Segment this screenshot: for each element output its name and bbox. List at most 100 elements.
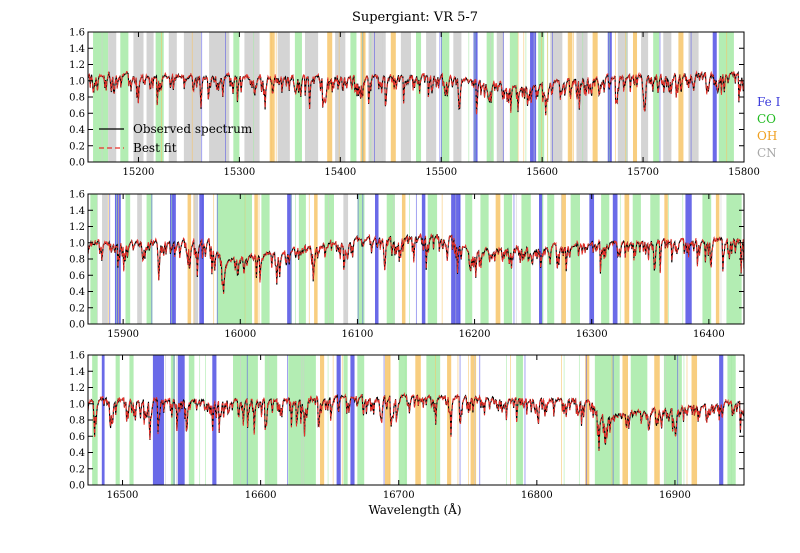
line-marker	[225, 32, 226, 162]
line-band-cn	[617, 32, 628, 162]
y-tick-label: 0.8	[69, 255, 85, 266]
line-band-oh	[470, 355, 477, 485]
y-tick-label: 1.4	[69, 367, 85, 378]
y-tick-label: 0.8	[69, 93, 85, 104]
line-marker	[551, 32, 553, 162]
best-fit-line	[88, 233, 744, 294]
line-band-cn	[304, 32, 319, 162]
line-marker	[202, 194, 203, 324]
line-marker	[678, 355, 679, 485]
line-band-co	[653, 32, 660, 162]
line-band-oh	[314, 194, 318, 324]
line-band-co	[357, 355, 365, 485]
line-band-oh	[715, 194, 720, 324]
line-band-co	[146, 194, 153, 324]
line-band-cn	[663, 32, 672, 162]
line-marker	[731, 355, 732, 485]
line-marker	[664, 355, 666, 485]
line-marker	[457, 355, 459, 485]
line-band-fei	[589, 194, 595, 324]
y-tick-label: 0.2	[69, 303, 85, 314]
line-marker	[474, 32, 476, 162]
line-marker	[441, 194, 443, 324]
species-label: CO	[757, 112, 776, 126]
line-band-oh	[384, 355, 391, 485]
line-band-fei	[530, 32, 537, 162]
line-band-co	[350, 32, 357, 162]
line-band-cn	[343, 194, 349, 324]
line-marker	[659, 32, 661, 162]
line-marker	[171, 194, 173, 324]
line-marker	[567, 32, 569, 162]
line-marker	[517, 32, 519, 162]
line-band-fei	[375, 194, 379, 324]
line-marker	[720, 194, 722, 324]
line-marker	[393, 194, 395, 324]
line-band-cn	[108, 32, 117, 162]
line-marker	[619, 194, 621, 324]
line-band-cn	[277, 32, 290, 162]
line-band-cn	[453, 32, 462, 162]
line-marker	[267, 355, 269, 485]
line-band-oh	[320, 355, 325, 485]
legend-entry: Observed spectrum	[133, 122, 253, 136]
line-marker	[542, 194, 544, 324]
line-band-fei	[336, 355, 341, 485]
line-band-fei	[421, 194, 426, 324]
line-band-cn	[146, 32, 154, 162]
y-tick-label: 1.2	[69, 222, 85, 233]
line-band-co	[726, 194, 742, 324]
line-band-fei	[712, 32, 717, 162]
line-band-fei	[607, 32, 612, 162]
x-tick-label: 15200	[123, 167, 155, 178]
line-band-cn	[550, 32, 563, 162]
x-tick-label: 15700	[627, 167, 659, 178]
line-marker	[240, 355, 242, 485]
line-band-oh	[401, 194, 406, 324]
line-band-fei	[473, 32, 478, 162]
line-band-co	[594, 355, 620, 485]
line-band-co	[601, 194, 610, 324]
x-tick-label: 16600	[245, 490, 277, 501]
line-marker	[691, 194, 692, 324]
observed-spectrum-line	[88, 233, 744, 293]
x-axis-label: Wavelength (Å)	[368, 502, 461, 517]
line-marker	[441, 32, 442, 162]
x-tick-label: 15300	[223, 167, 255, 178]
line-band-co	[386, 194, 395, 324]
line-band-fei	[212, 355, 217, 485]
y-tick-label: 1.0	[69, 238, 85, 249]
x-tick-label: 16700	[383, 490, 415, 501]
line-marker	[335, 32, 337, 162]
line-marker	[193, 194, 195, 324]
line-band-co	[480, 194, 489, 324]
line-band-co	[632, 194, 641, 324]
line-marker	[327, 355, 329, 485]
line-band-cn	[496, 32, 504, 162]
x-tick-label: 15800	[728, 167, 760, 178]
line-band-co	[90, 194, 98, 324]
line-marker	[287, 355, 288, 485]
x-tick-label: 16200	[459, 329, 491, 340]
line-band-co	[630, 355, 648, 485]
line-band-co	[115, 355, 120, 485]
line-marker	[205, 355, 206, 485]
line-band-fei	[350, 355, 355, 485]
line-band-co	[155, 32, 164, 162]
line-marker	[454, 194, 456, 324]
line-band-cn	[400, 32, 411, 162]
line-marker	[468, 355, 470, 485]
line-marker	[172, 194, 174, 324]
line-marker	[510, 355, 511, 485]
line-band-oh	[269, 32, 275, 162]
y-tick-label: 0.6	[69, 271, 85, 282]
line-band-co	[703, 194, 712, 324]
line-marker	[341, 355, 343, 485]
line-band-co	[324, 194, 334, 324]
line-marker	[523, 32, 525, 162]
line-marker	[108, 194, 109, 324]
line-marker	[374, 32, 375, 162]
line-marker	[370, 32, 372, 162]
line-band-co	[538, 32, 545, 162]
line-marker	[253, 32, 255, 162]
